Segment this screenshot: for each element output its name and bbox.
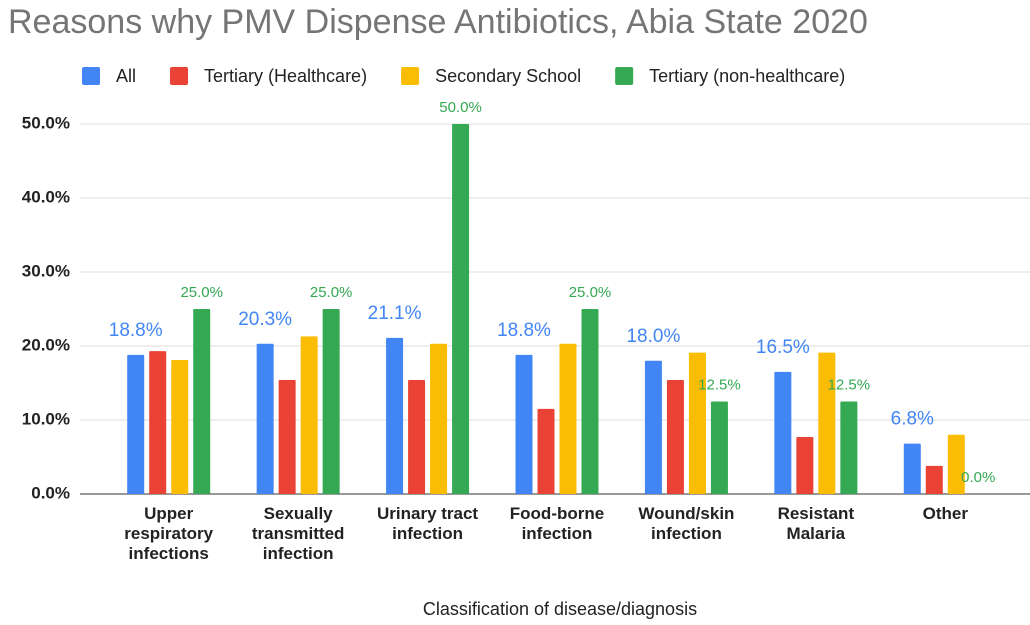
bar	[774, 371, 792, 494]
legend-swatch	[82, 67, 100, 85]
legend-swatch	[170, 67, 189, 85]
data-label: 25.0%	[180, 284, 223, 301]
bar	[386, 337, 404, 494]
x-tick-label: Sexually transmitted infection	[251, 504, 345, 563]
bar	[452, 124, 470, 494]
data-label: 20.3%	[238, 309, 292, 330]
bar	[127, 354, 145, 494]
data-label: 6.8%	[891, 409, 934, 430]
bar	[666, 380, 684, 494]
bar	[559, 343, 577, 494]
bar	[193, 309, 211, 494]
data-label: 12.5%	[698, 376, 741, 393]
data-label: 12.5%	[828, 376, 871, 393]
x-axis-label: Classification of disease/diagnosis	[423, 599, 697, 619]
x-tick-label: Upper respiratory infections	[124, 504, 214, 563]
legend-swatch	[615, 67, 634, 85]
bar	[903, 443, 921, 494]
bar	[515, 354, 533, 494]
y-tick-label: 50.0%	[22, 113, 70, 132]
bar	[149, 351, 167, 494]
bar	[408, 380, 426, 494]
data-label: 21.1%	[368, 303, 422, 324]
x-tick-label-box: Food-borne infection	[509, 504, 605, 543]
bar	[925, 465, 943, 494]
y-tick-label: 10.0%	[22, 409, 70, 428]
data-label: 16.5%	[756, 337, 810, 358]
legend-label: Secondary School	[435, 66, 581, 86]
bar	[710, 401, 728, 494]
bar	[300, 336, 318, 494]
chart-title: Reasons why PMV Dispense Antibiotics, Ab…	[8, 3, 868, 41]
legend-label: Tertiary (non-healthcare)	[649, 66, 845, 86]
bar	[537, 408, 555, 494]
x-tick-label: Food-borne infection	[509, 504, 605, 543]
data-label: 18.8%	[109, 320, 163, 341]
bar	[796, 437, 814, 494]
legend-swatch	[401, 67, 420, 85]
bar	[322, 309, 340, 494]
bar	[947, 434, 965, 494]
x-tick-label-box: Resistant Malaria	[777, 504, 855, 543]
data-label: 0.0%	[961, 469, 995, 486]
bar	[171, 360, 189, 494]
bar	[581, 309, 599, 494]
bar	[840, 401, 858, 494]
data-label: 18.0%	[626, 326, 680, 347]
x-tick-label-box: Upper respiratory infections	[124, 504, 214, 563]
legend-label: All	[116, 66, 136, 86]
bar	[644, 360, 662, 494]
bar	[430, 343, 448, 494]
data-label: 25.0%	[569, 284, 612, 301]
y-tick-label: 0.0%	[31, 483, 70, 502]
x-tick-label: Resistant Malaria	[777, 504, 855, 543]
bar	[818, 352, 836, 494]
data-label: 25.0%	[310, 284, 353, 301]
x-tick-label-box: Urinary tract infection	[377, 504, 479, 543]
bar	[278, 380, 296, 494]
legend-label: Tertiary (Healthcare)	[204, 66, 367, 86]
y-tick-label: 30.0%	[22, 261, 70, 280]
data-label: 18.8%	[497, 320, 551, 341]
x-tick-label: Wound/skin infection	[638, 504, 735, 543]
y-tick-label: 20.0%	[22, 335, 70, 354]
x-tick-label-box: Other	[922, 504, 968, 523]
x-tick-label-box: Wound/skin infection	[638, 504, 735, 543]
x-tick-label: Other	[922, 504, 968, 523]
x-tick-label-box: Sexually transmitted infection	[251, 504, 345, 563]
x-tick-label: Urinary tract infection	[377, 504, 479, 543]
bar	[256, 343, 274, 494]
y-tick-label: 40.0%	[22, 187, 70, 206]
bar	[688, 352, 706, 494]
data-label: 50.0%	[439, 99, 482, 116]
